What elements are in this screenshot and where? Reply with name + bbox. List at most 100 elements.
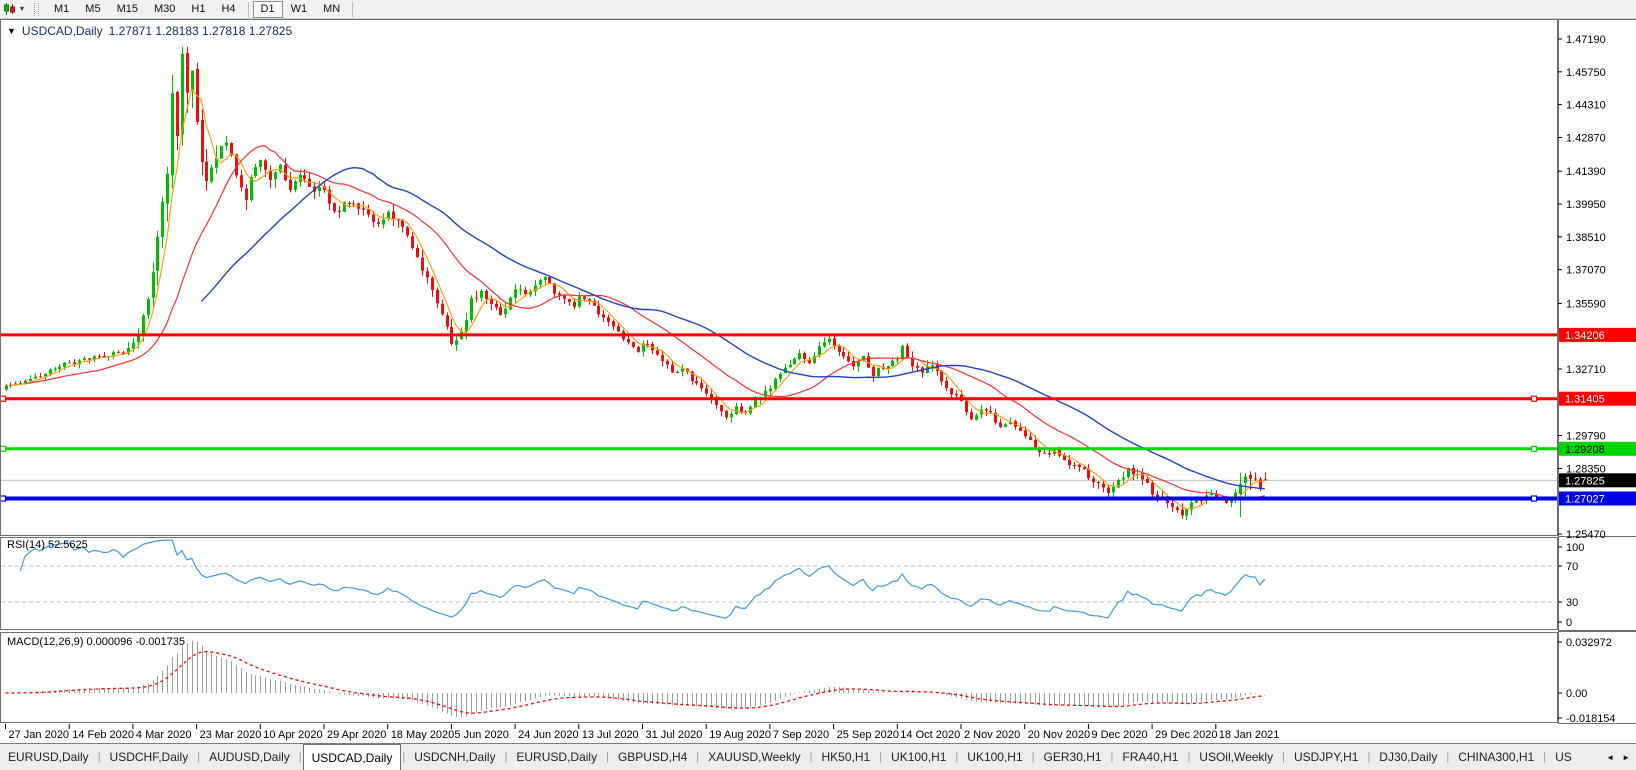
timeframe-button-mn[interactable]: MN bbox=[323, 2, 341, 15]
toolbar-separator bbox=[352, 1, 354, 17]
toolbar-separator bbox=[247, 1, 249, 17]
date-label[interactable]: 14 Feb 2020 bbox=[72, 729, 134, 741]
tab-fra40-h1[interactable]: FRA40,H1 bbox=[1122, 750, 1179, 764]
hline-1-31405-handle[interactable] bbox=[0, 395, 7, 402]
chart-type-menu[interactable]: ▾ bbox=[0, 3, 28, 15]
price-tick-label: 1.32710 bbox=[1566, 364, 1606, 376]
ma-slow-line bbox=[200, 166, 1265, 490]
tab-separator: | bbox=[97, 751, 101, 763]
tab-xauusd-weekly[interactable]: XAUUSD,Weekly bbox=[708, 750, 801, 764]
hline-1-31405-handle[interactable] bbox=[1530, 395, 1538, 402]
date-label[interactable]: 29 Apr 2020 bbox=[327, 729, 386, 741]
tab-us[interactable]: US bbox=[1555, 750, 1572, 764]
rsi-line bbox=[19, 539, 1266, 619]
ma-mid-line bbox=[25, 145, 1265, 500]
chart-symbol-period: USDCAD,Daily bbox=[21, 24, 103, 38]
chevron-down-icon: ▾ bbox=[20, 4, 25, 13]
rsi-indicator-label: RSI(14) 52.5625 bbox=[7, 539, 88, 551]
timeframe-button-m30[interactable]: M30 bbox=[153, 2, 176, 15]
current-price-chip-text: 1.27825 bbox=[1565, 475, 1605, 487]
timeframe-button-w1[interactable]: W1 bbox=[290, 2, 308, 15]
hline-1-31405-price-chip bbox=[1559, 391, 1636, 406]
date-label[interactable]: 7 Sep 2020 bbox=[773, 729, 829, 741]
tab-audusd-daily[interactable]: AUDUSD,Daily bbox=[209, 750, 290, 764]
tab-separator: | bbox=[1110, 751, 1114, 763]
date-label[interactable]: 18 Jan 2021 bbox=[1219, 729, 1280, 741]
rsi-pane-border bbox=[0, 537, 1558, 630]
tab-usdjpy-h1[interactable]: USDJPY,H1 bbox=[1293, 750, 1359, 764]
date-label[interactable]: 9 Dec 2020 bbox=[1091, 729, 1147, 741]
date-label[interactable]: 29 Dec 2020 bbox=[1155, 729, 1217, 741]
price-tick-label: 1.47190 bbox=[1566, 34, 1606, 46]
tab-usdcad-daily[interactable]: USDCAD,Daily bbox=[302, 744, 402, 770]
price-tick-label: 1.25470 bbox=[1566, 529, 1606, 541]
date-label[interactable]: 25 Sep 2020 bbox=[837, 729, 899, 741]
timeframe-button-d1[interactable]: D1 bbox=[252, 0, 283, 18]
main-pane-border bbox=[0, 19, 1558, 536]
timeframe-button-m15[interactable]: M15 bbox=[116, 2, 138, 15]
candles-layer bbox=[5, 46, 1267, 520]
date-label[interactable]: 19 Aug 2020 bbox=[709, 729, 771, 741]
date-label[interactable]: 5 Jun 2020 bbox=[454, 729, 508, 741]
date-label[interactable]: 13 Jul 2020 bbox=[582, 729, 639, 741]
date-label[interactable]: 27 Jan 2020 bbox=[9, 729, 70, 741]
macd-signal-line bbox=[5, 650, 1265, 714]
tab-scroll-left-icon[interactable]: ◄ bbox=[1606, 752, 1615, 762]
date-label[interactable]: 14 Oct 2020 bbox=[900, 729, 960, 741]
date-label[interactable]: 31 Jul 2020 bbox=[646, 729, 703, 741]
tab-hk50-h1[interactable]: HK50,H1 bbox=[821, 750, 871, 764]
date-label[interactable]: 4 Mar 2020 bbox=[136, 729, 192, 741]
tab-usdcnh-daily[interactable]: USDCNH,Daily bbox=[414, 750, 496, 764]
hline-1-27027-handle[interactable] bbox=[0, 495, 7, 502]
tab-separator: | bbox=[298, 751, 302, 763]
tab-dj30-daily[interactable]: DJ30,Daily bbox=[1379, 750, 1438, 764]
tab-separator: | bbox=[504, 751, 508, 763]
tab-eurusd-daily[interactable]: EURUSD,Daily bbox=[516, 750, 598, 764]
tab-uk100-h1[interactable]: UK100,H1 bbox=[891, 750, 947, 764]
tab-scroll-right-icon[interactable]: ► bbox=[1622, 752, 1630, 762]
timeframe-button-h1[interactable]: H1 bbox=[191, 2, 206, 15]
hline-1-34206-price-chip bbox=[1559, 327, 1636, 342]
chart-title: ▼ USDCAD,Daily 1.27871 1.28183 1.27818 1… bbox=[7, 24, 292, 38]
price-tick-label: 1.45750 bbox=[1566, 67, 1606, 79]
tab-usoil-weekly[interactable]: USOil,Weekly bbox=[1199, 750, 1274, 764]
date-label[interactable]: 18 May 2020 bbox=[391, 729, 455, 741]
tab-ger30-h1[interactable]: GER30,H1 bbox=[1043, 750, 1102, 764]
price-tick-label: 1.38510 bbox=[1566, 232, 1606, 244]
toolbar-grip[interactable] bbox=[34, 2, 40, 16]
rsi-axis-label: 70 bbox=[1566, 561, 1578, 573]
date-label[interactable]: 24 Jun 2020 bbox=[518, 729, 579, 741]
rsi-axis-label: 30 bbox=[1566, 597, 1578, 609]
tab-china300-h1[interactable]: CHINA300,H1 bbox=[1458, 750, 1535, 764]
tab-separator: | bbox=[1446, 751, 1450, 763]
ma-fast-line bbox=[10, 88, 1265, 510]
timeframe-button-h4[interactable]: H4 bbox=[221, 2, 236, 15]
hline-1-27027-handle[interactable] bbox=[1530, 495, 1538, 502]
rsi-axis-label: 100 bbox=[1566, 542, 1584, 554]
hline-1-29208-price-chip bbox=[1559, 441, 1636, 456]
tab-separator: | bbox=[879, 751, 883, 763]
price-chart[interactable]: 1.47190 1.45750 1.44310 1.42870 1.41390 1.399… bbox=[0, 19, 1636, 743]
collapse-chart-icon[interactable]: ▼ bbox=[7, 26, 16, 36]
tab-usdchf-daily[interactable]: USDCHF,Daily bbox=[109, 750, 189, 764]
timeframe-button-m5[interactable]: M5 bbox=[85, 2, 101, 15]
tab-separator: | bbox=[1543, 751, 1547, 763]
timeframe-buttons: M1 M5 M15 M30 H1 H4 D1 W1 MN bbox=[46, 0, 357, 18]
price-tick-label: 1.42870 bbox=[1566, 133, 1606, 145]
tab-eurusd-daily[interactable]: EURUSD,Daily bbox=[8, 750, 89, 764]
date-label[interactable]: 2 Nov 2020 bbox=[964, 729, 1020, 741]
hline-1-29208-handle[interactable] bbox=[1530, 445, 1538, 452]
tab-separator: | bbox=[696, 751, 700, 763]
tab-gbpusd-h4[interactable]: GBPUSD,H4 bbox=[617, 750, 688, 764]
hline-1-29208-handle[interactable] bbox=[0, 445, 7, 452]
date-label[interactable]: 10 Apr 2020 bbox=[263, 729, 322, 741]
date-label[interactable]: 23 Mar 2020 bbox=[200, 729, 262, 741]
date-label[interactable]: 20 Nov 2020 bbox=[1028, 729, 1090, 741]
hline-1-27027-price-chip bbox=[1559, 491, 1636, 506]
price-tick-label: 1.29790 bbox=[1566, 431, 1606, 443]
timeframe-button-m1[interactable]: M1 bbox=[54, 2, 70, 15]
hline-1-29208-price-chip-text: 1.29208 bbox=[1565, 444, 1605, 456]
hline-1-27027-price-chip-text: 1.27027 bbox=[1565, 494, 1605, 506]
tab-uk100-h1[interactable]: UK100,H1 bbox=[967, 750, 1023, 764]
